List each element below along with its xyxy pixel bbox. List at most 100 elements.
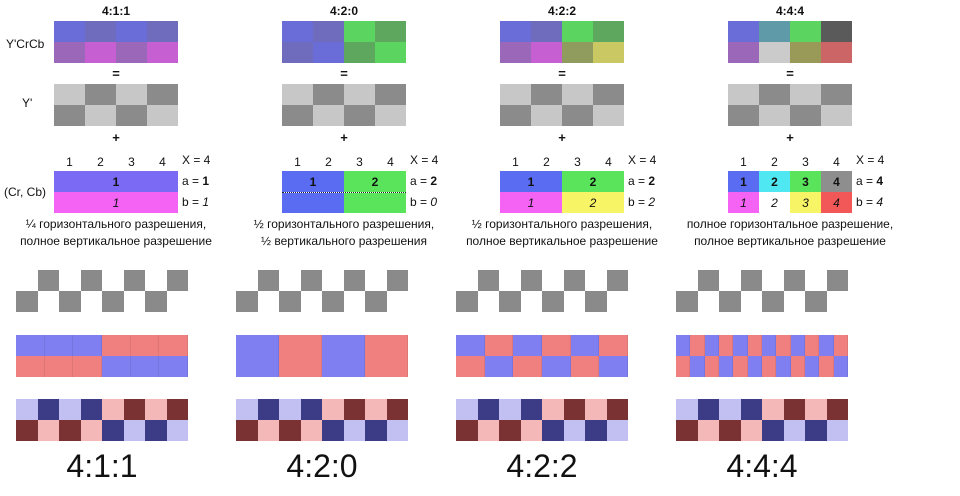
- chroma-pattern-cell: [833, 335, 848, 356]
- scheme-description: ¼ горизонтального разрешения, полное верт…: [0, 216, 236, 250]
- ycrcb-cell: [759, 21, 790, 42]
- chroma-pattern-cell: [570, 356, 600, 377]
- chroma-pattern: [16, 335, 188, 377]
- chroma-cell: 1: [728, 171, 759, 192]
- column-numbers: 1 2 3 4: [282, 153, 406, 171]
- checker-cell: [542, 270, 564, 291]
- chroma-cell: 1: [54, 192, 178, 213]
- column-number: 2: [97, 155, 104, 169]
- plus-sign: +: [112, 130, 120, 145]
- chroma-pattern-cell: [484, 356, 514, 377]
- combined-pattern: [16, 399, 188, 441]
- combined-pattern-cell: [145, 399, 167, 420]
- checker-cell: [521, 291, 543, 312]
- combined-pattern-cell: [456, 420, 478, 441]
- checker-cell: [762, 291, 784, 312]
- combined-pattern-cell: [477, 399, 499, 420]
- combined-pattern-cell: [123, 420, 145, 441]
- combined-pattern-cell: [236, 399, 258, 420]
- ycrcb-cell: [500, 21, 531, 42]
- column-number: 1: [512, 155, 519, 169]
- luma-cell: [116, 105, 147, 126]
- combined-pattern-cell: [365, 399, 387, 420]
- combined-pattern-cell: [499, 399, 521, 420]
- b-value: 4: [876, 195, 884, 209]
- plus-sign: +: [558, 130, 566, 145]
- chroma-pattern-cell: [16, 335, 45, 356]
- checker-cell: [762, 270, 784, 291]
- luma-cell: [759, 84, 790, 105]
- checker-cell: [102, 291, 124, 312]
- b-label: b = 1: [182, 195, 210, 209]
- b-value: 0: [430, 195, 438, 209]
- column-number: 3: [356, 155, 363, 169]
- combined-pattern-cell: [80, 399, 102, 420]
- combined-pattern-cell: [805, 399, 827, 420]
- chroma-ext-cell: [344, 193, 406, 213]
- chroma-cell: 1: [728, 192, 759, 213]
- checker-cell: [166, 270, 188, 291]
- chroma-pattern: [676, 335, 848, 377]
- column-numbers: 1 2 3 4: [728, 153, 852, 171]
- description-line-2: полное вертикальное разрешение: [20, 234, 212, 248]
- combined-pattern-cell: [322, 399, 344, 420]
- combined-pattern-cell: [542, 399, 564, 420]
- chroma-pattern-cell: [747, 335, 762, 356]
- chroma-cell: 1: [282, 171, 344, 192]
- combined-pattern-cell: [697, 399, 719, 420]
- description-line-1: ¼ горизонтального разрешения,: [25, 217, 207, 231]
- plus-sign: +: [340, 130, 348, 145]
- column-number: 1: [294, 155, 301, 169]
- combined-pattern-cell: [606, 420, 628, 441]
- checker-cell: [784, 291, 806, 312]
- equals-sign: =: [558, 66, 566, 81]
- checker-cell: [102, 270, 124, 291]
- luma-cell: [54, 84, 85, 105]
- checker-cell: [740, 270, 762, 291]
- a-value: 4: [876, 174, 884, 188]
- checker-cell: [59, 291, 81, 312]
- chroma-pattern-cell: [733, 356, 748, 377]
- ycrcb-cell: [85, 42, 116, 63]
- luma-grid: [500, 84, 624, 126]
- combined-pattern-cell: [236, 420, 258, 441]
- ycrcb-cell: [562, 21, 593, 42]
- ycrcb-cell: [313, 42, 344, 63]
- chroma-pattern-cell: [761, 335, 777, 356]
- chroma-pattern-cell: [676, 335, 691, 356]
- bottom-scheme-label: 4:4:4: [726, 448, 798, 484]
- combined-pattern-cell: [59, 399, 81, 420]
- chroma-pattern-cell: [130, 335, 160, 356]
- combined-pattern-cell: [520, 420, 542, 441]
- checker-cell: [167, 291, 189, 312]
- scheme-title: 4:2:0: [329, 4, 358, 18]
- chroma-pattern-cell: [599, 356, 628, 377]
- combined-pattern-cell: [37, 420, 59, 441]
- chroma-row-a: 1: [54, 171, 178, 192]
- checker-cell: [124, 291, 146, 312]
- ycrcb-cell: [375, 21, 406, 42]
- x-label: X = 4: [410, 153, 439, 167]
- chroma-pattern-cell: [101, 335, 131, 356]
- column-number: 4: [159, 155, 166, 169]
- ycrcb-cell: [344, 21, 375, 42]
- combined-pattern-cell: [279, 420, 301, 441]
- column-number: 4: [605, 155, 612, 169]
- ycrcb-cell: [313, 21, 344, 42]
- luma-cell: [531, 105, 562, 126]
- ycrcb-cell: [54, 42, 85, 63]
- checker-cell: [279, 270, 301, 291]
- chroma-cell: 3: [790, 171, 821, 192]
- luma-cell: [562, 84, 593, 105]
- combined-pattern-cell: [300, 420, 322, 441]
- chroma-pattern-cell: [44, 356, 74, 377]
- combined-pattern-cell: [145, 420, 167, 441]
- checker-cell: [697, 270, 719, 291]
- scheme-title: 4:1:1: [101, 4, 130, 18]
- ycrcb-cell: [147, 42, 178, 63]
- a-label: a = 2: [410, 174, 438, 188]
- chroma-cell: 2: [344, 171, 406, 192]
- chroma-pattern-cell: [804, 335, 820, 356]
- checker-cell: [606, 270, 628, 291]
